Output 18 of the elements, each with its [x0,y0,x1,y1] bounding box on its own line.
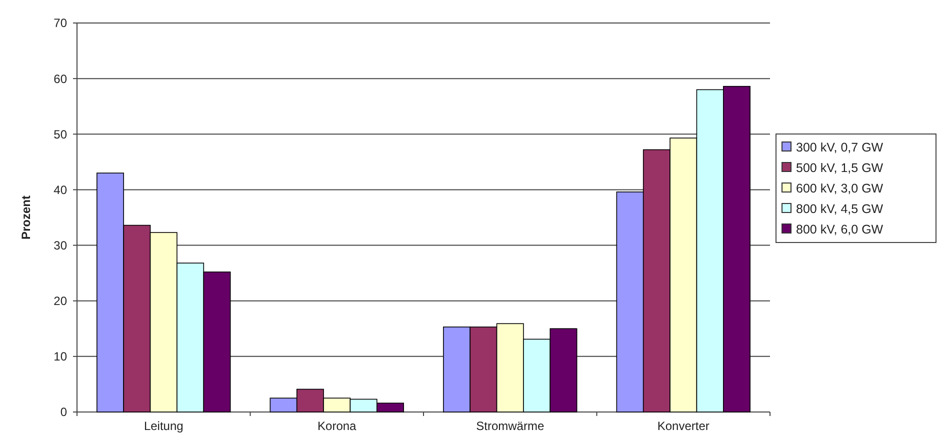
y-tick-label: 70 [54,16,68,30]
y-tick-label: 0 [60,405,68,420]
legend-label: 800 kV, 6,0 GW [796,222,884,236]
y-tick-label: 30 [54,238,68,252]
legend-label: 800 kV, 4,5 GW [796,202,884,216]
legend-label: 500 kV, 1,5 GW [796,160,884,175]
y-tick-label: 60 [54,72,68,86]
y-tick-label: 20 [54,294,68,308]
legend-label: 600 kV, 3,0 GW [796,181,884,196]
x-tick-label: Konverter [657,419,710,433]
y-axis-title: Prozent [19,195,33,240]
x-tick-label: Korona [318,419,357,433]
y-tick-label: 10 [54,350,68,364]
y-tick-label: 50 [54,127,68,142]
x-tick-label: Leitung [144,419,184,433]
legend-label: 300 kV, 0,7 GW [796,140,884,154]
x-tick-label: Stromwärme [476,419,544,433]
y-tick-label: 40 [54,182,68,197]
